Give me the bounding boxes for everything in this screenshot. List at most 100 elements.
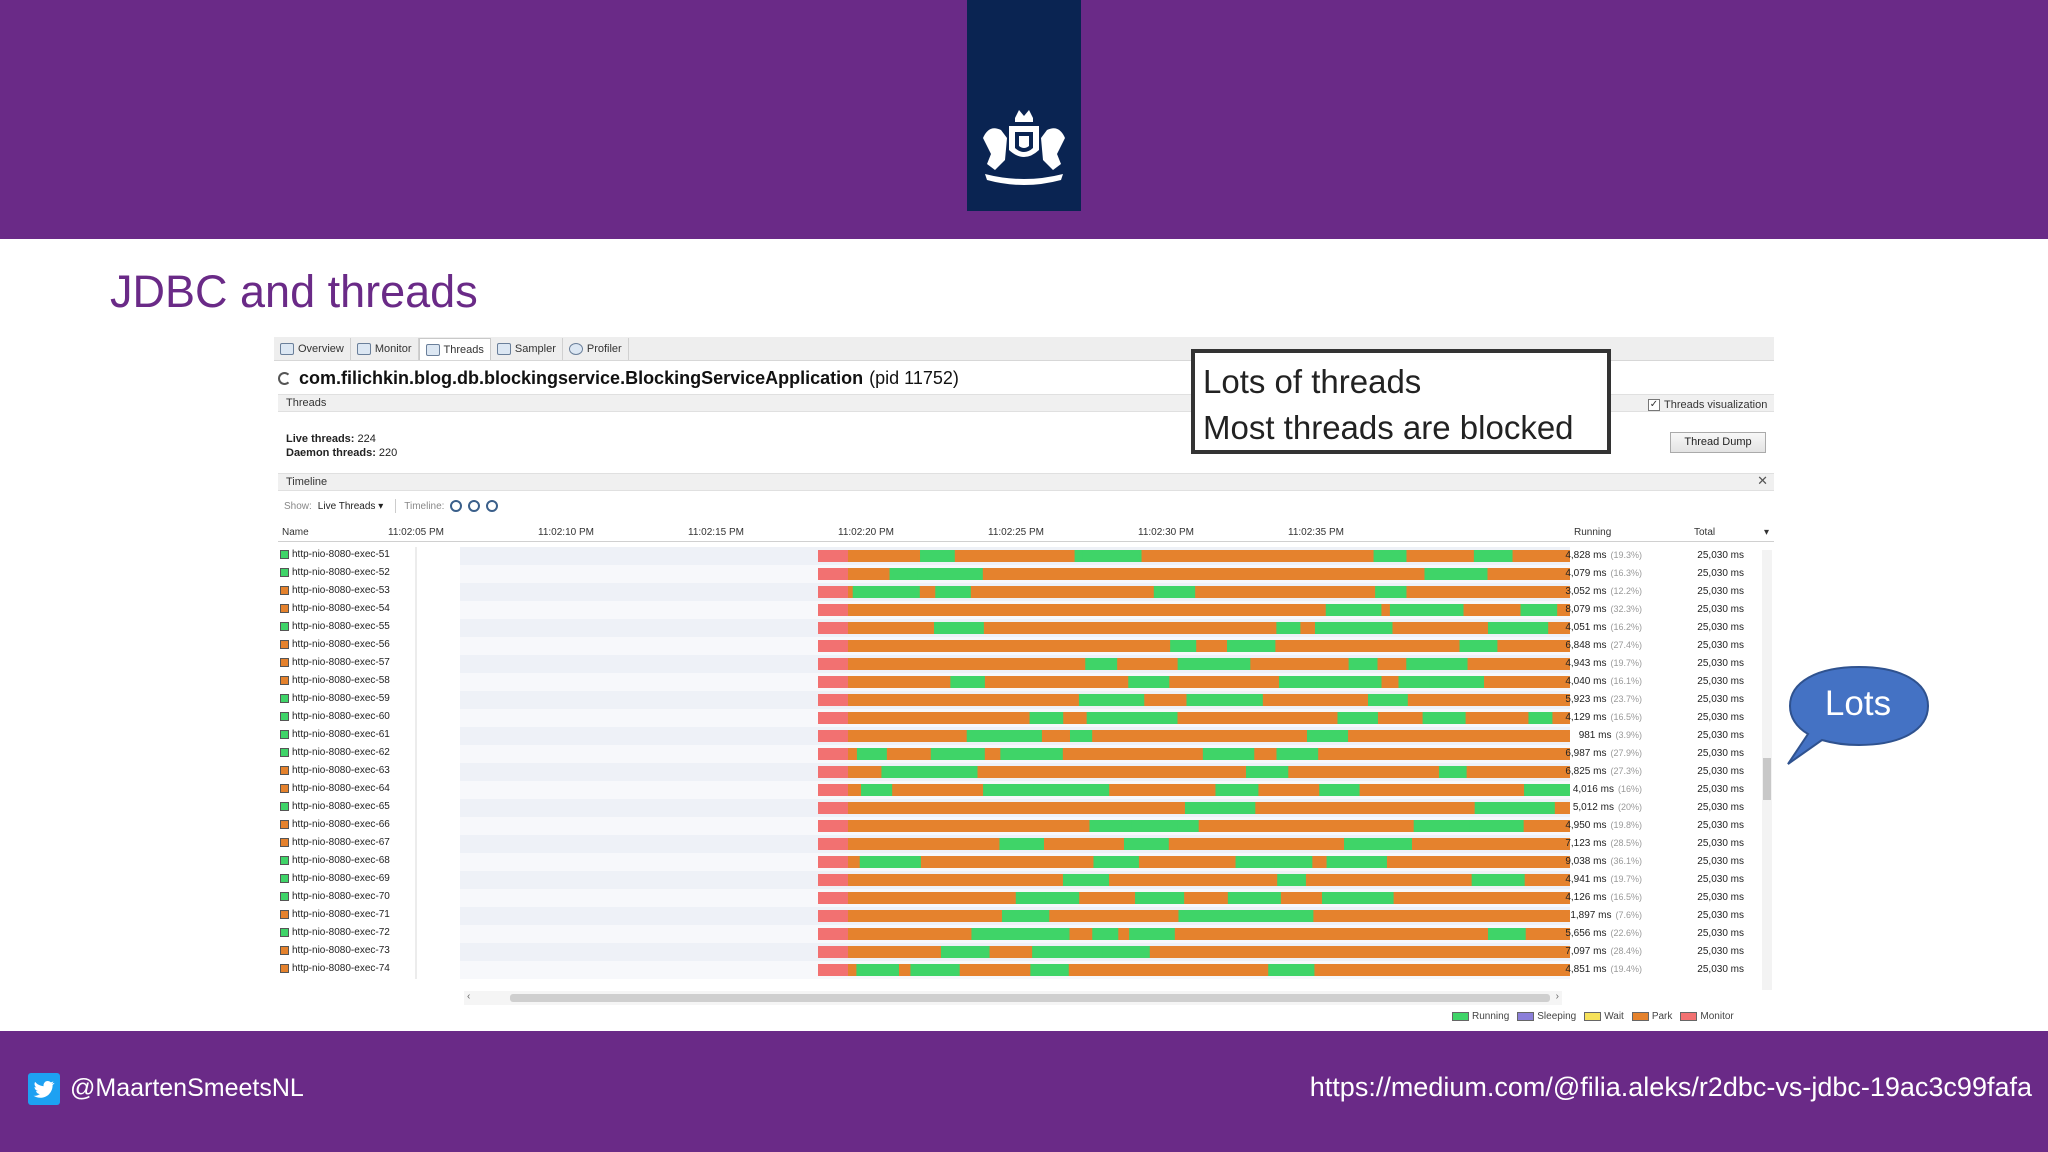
thread-running-time: 4,828 ms (19.3%) [1554,550,1642,561]
chevron-right-icon[interactable]: › [1555,991,1559,1002]
thread-row[interactable]: http-nio-8080-exec-73 7,097 ms (28.4%) 25,0… [274,943,1774,961]
tab-profiler[interactable]: Profiler [563,338,629,360]
chevron-down-icon: ▾ [378,500,384,512]
thread-state-icon [280,694,289,703]
thread-state-segment-running [1245,766,1289,778]
column-header-total[interactable]: Total [1694,527,1716,538]
thread-row[interactable]: http-nio-8080-exec-59 5,923 ms (23.7%) 25,0… [274,691,1774,709]
thread-row[interactable]: http-nio-8080-exec-54 8,079 ms (32.3%) 25,0… [274,601,1774,619]
thread-row[interactable]: http-nio-8080-exec-64 4,016 ms (16%) 25,030… [274,781,1774,799]
tab-overview[interactable]: Overview [274,338,351,360]
thread-row[interactable]: http-nio-8080-exec-53 3,052 ms (12.2%) 25,0… [274,583,1774,601]
running-percent: (27.3%) [1610,766,1642,776]
running-value: 6,987 ms [1565,748,1607,759]
sampler-icon [496,343,511,355]
thread-row[interactable]: http-nio-8080-exec-66 4,950 ms (19.8%) 25,0… [274,817,1774,835]
thread-row[interactable]: http-nio-8080-exec-51 4,828 ms (19.3%) 25,0… [274,547,1774,565]
tab-threads[interactable]: Threads [418,338,491,360]
column-header-running[interactable]: Running [1574,527,1612,538]
thread-total-time: 25,030 ms [1697,964,1744,975]
close-icon[interactable]: ✕ [1757,473,1768,488]
thread-total-time: 25,030 ms [1697,802,1744,813]
thread-state-icon [280,712,289,721]
horizontal-scrollbar-thumb[interactable] [510,994,1550,1002]
threads-visualization-checkbox[interactable]: ✓ Threads visualization [1648,399,1767,411]
thread-row[interactable]: http-nio-8080-exec-61 981 ms (3.9%) 25,030 … [274,727,1774,745]
thread-total-time: 25,030 ms [1697,766,1744,777]
thread-total-time: 25,030 ms [1697,676,1744,687]
thread-state-segment-running [1398,676,1438,688]
running-percent: (3.9%) [1615,730,1642,740]
callout-box: Lots of threads Most threads are blocked [1191,349,1611,454]
thread-state-segment-running [1274,856,1299,868]
thread-state-icon [280,748,289,757]
thread-row[interactable]: http-nio-8080-exec-62 6,987 ms (27.9%) 25,0… [274,745,1774,763]
thread-row[interactable]: http-nio-8080-exec-60 4,129 ms (16.5%) 25,0… [274,709,1774,727]
thread-state-segment-park [848,676,1570,688]
zoom-in-icon[interactable] [450,500,463,512]
show-dropdown[interactable]: Live Threads ▾ [318,501,383,512]
thread-running-time: 4,016 ms (16%) [1554,784,1642,795]
legend-item-running: Running [1452,1011,1509,1022]
thread-row[interactable]: http-nio-8080-exec-68 9,038 ms (36.1%) 25,0… [274,853,1774,871]
checkbox-checked-icon: ✓ [1648,399,1660,411]
thread-total-time: 25,030 ms [1697,640,1744,651]
column-menu-icon[interactable]: ▾ [1764,527,1770,538]
tab-label: Profiler [586,343,622,355]
thread-total-time: 25,030 ms [1697,784,1744,795]
running-percent: (19.7%) [1610,658,1642,668]
thread-row[interactable]: http-nio-8080-exec-71 1,897 ms (7.6%) 25,03… [274,907,1774,925]
thread-name: http-nio-8080-exec-69 [280,873,390,884]
horizontal-scrollbar[interactable]: ‹ › [464,991,1562,1005]
thread-row[interactable]: http-nio-8080-exec-58 4,040 ms (16.1%) 25,0… [274,673,1774,691]
legend-swatch [1517,1012,1535,1021]
vertical-scrollbar[interactable] [1762,550,1772,990]
timeline-label: Timeline: [404,500,445,512]
thread-timeline [415,547,1570,979]
tab-monitor[interactable]: Monitor [351,338,419,360]
thread-state-segment-running [999,838,1044,850]
thread-state-segment-running [1306,730,1349,742]
legend-item-monitor: Monitor [1680,1011,1734,1022]
thread-state-segment-monitor [818,874,848,886]
timeline-column-header: Name 11:02:05 PM 11:02:10 PM 11:02:15 PM… [278,524,1774,542]
thread-row[interactable]: http-nio-8080-exec-69 4,941 ms (19.7%) 25,0… [274,871,1774,889]
running-percent: (16.3%) [1610,568,1642,578]
thread-state-segment-running [1215,784,1259,796]
thread-row[interactable]: http-nio-8080-exec-63 6,825 ms (27.3%) 25,0… [274,763,1774,781]
thread-name-label: http-nio-8080-exec-57 [292,657,390,668]
thread-name: http-nio-8080-exec-60 [280,711,390,722]
thread-running-time: 4,040 ms (16.1%) [1554,676,1642,687]
running-value: 6,825 ms [1565,766,1607,777]
thread-state-segment-running [1424,568,1488,580]
thread-row[interactable]: http-nio-8080-exec-56 6,848 ms (27.4%) 25,0… [274,637,1774,655]
thread-row[interactable]: http-nio-8080-exec-52 4,079 ms (16.3%) 25,0… [274,565,1774,583]
thread-row[interactable]: http-nio-8080-exec-65 5,012 ms (20%) 25,030… [274,799,1774,817]
thread-dump-button[interactable]: Thread Dump [1670,432,1766,453]
thread-row[interactable]: http-nio-8080-exec-67 7,123 ms (28.5%) 25,0… [274,835,1774,853]
thread-row[interactable]: http-nio-8080-exec-55 4,051 ms (16.2%) 25,0… [274,619,1774,637]
zoom-fit-icon[interactable] [486,500,499,512]
chevron-left-icon[interactable]: ‹ [467,991,471,1002]
tab-sampler[interactable]: Sampler [491,338,563,360]
zoom-out-icon[interactable] [468,500,481,512]
thread-state-segment-park [848,568,1570,580]
thread-state-segment-running [1129,928,1175,940]
vertical-scrollbar-thumb[interactable] [1763,758,1771,800]
thread-state-segment-running [1413,820,1470,832]
thread-row[interactable]: http-nio-8080-exec-70 4,126 ms (16.5%) 25,0… [274,889,1774,907]
thread-row[interactable]: http-nio-8080-exec-74 4,851 ms (19.4%) 25,0… [274,961,1774,979]
source-url[interactable]: https://medium.com/@filia.aleks/r2dbc-vs… [1309,1072,2032,1102]
thread-state-icon [280,640,289,649]
thread-running-time: 1,897 ms (7.6%) [1554,910,1642,921]
thread-state-icon [280,550,289,559]
thread-state-icon [280,676,289,685]
thread-name-label: http-nio-8080-exec-69 [292,873,390,884]
thread-row[interactable]: http-nio-8080-exec-57 4,943 ms (19.7%) 25,0… [274,655,1774,673]
thread-name: http-nio-8080-exec-55 [280,621,390,632]
thread-state-segment-monitor [818,622,848,634]
column-header-name[interactable]: Name [282,527,309,538]
thread-row[interactable]: http-nio-8080-exec-72 5,656 ms (22.6%) 25,0… [274,925,1774,943]
legend-label: Monitor [1700,1011,1734,1022]
thread-state-segment-running [1082,550,1140,562]
